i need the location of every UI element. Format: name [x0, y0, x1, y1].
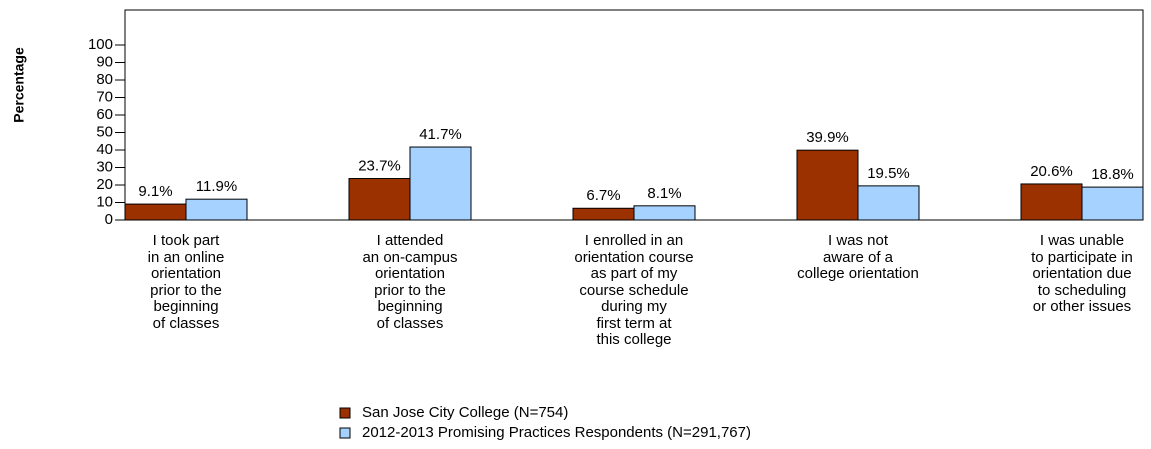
data-label: 19.5%	[867, 165, 910, 182]
bar	[1081, 186, 1144, 221]
y-tick-label: 70	[96, 88, 113, 105]
bar	[185, 198, 248, 221]
y-tick-label: 0	[105, 211, 113, 228]
data-label: 23.7%	[358, 157, 401, 174]
data-label: 11.9%	[196, 178, 237, 195]
data-label: 6.7%	[586, 187, 620, 204]
y-tick-label: 60	[96, 106, 113, 123]
x-tick-label: I took part in an online orientation pri…	[147, 232, 225, 332]
x-tick-label: I was not aware of a college orientation	[797, 232, 919, 282]
legend-label: 2012-2013 Promising Practices Respondent…	[362, 424, 751, 441]
x-tick-label: I attended an on-campus orientation prio…	[362, 232, 458, 332]
y-tick-label: 30	[96, 158, 113, 175]
legend-swatch	[339, 427, 351, 439]
y-tick-label: 20	[96, 176, 113, 193]
y-tick-label: 50	[96, 123, 113, 140]
y-tick-label: 40	[96, 141, 113, 158]
data-label: 18.8%	[1091, 166, 1134, 183]
data-label: 41.7%	[419, 126, 462, 143]
data-label: 20.6%	[1030, 163, 1073, 180]
data-label: 9.1%	[138, 183, 172, 200]
bar	[857, 185, 920, 221]
bar	[572, 207, 635, 221]
legend-label: San Jose City College (N=754)	[362, 404, 568, 421]
bar	[796, 149, 859, 221]
y-tick-label: 90	[96, 53, 113, 70]
x-tick-label: I enrolled in an orientation course as p…	[574, 232, 694, 348]
x-tick-label: I was unable to participate in orientati…	[1031, 232, 1133, 315]
bar	[633, 205, 696, 221]
y-tick-label: 10	[96, 193, 113, 210]
plot-frame	[124, 9, 1144, 221]
y-axis-label: Percentage	[11, 47, 27, 123]
bar	[124, 203, 187, 221]
legend-swatch	[339, 407, 351, 419]
bar	[409, 146, 472, 221]
bar	[348, 178, 411, 221]
data-label: 8.1%	[647, 185, 681, 202]
y-tick-label: 80	[96, 71, 113, 88]
y-tick-label: 100	[88, 36, 113, 53]
bar	[1020, 183, 1083, 221]
data-label: 39.9%	[806, 129, 849, 146]
